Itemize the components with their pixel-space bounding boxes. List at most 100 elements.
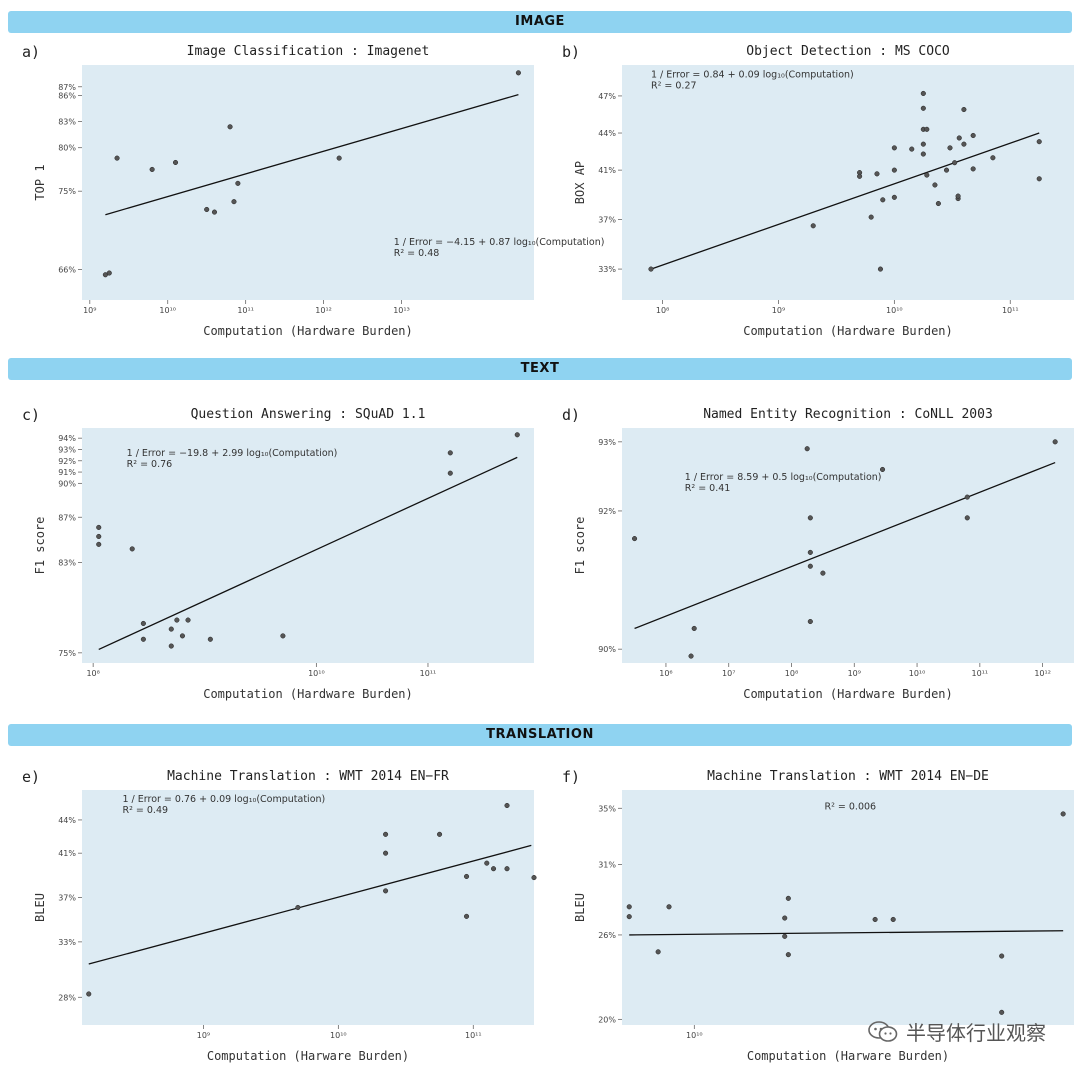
data-point	[924, 172, 930, 178]
y-tick-label: 37%	[58, 894, 76, 903]
fit-line	[629, 930, 1064, 936]
x-tick-label: 10¹²	[1034, 669, 1051, 678]
data-point	[956, 135, 962, 141]
section-title-translation: TRANSLATION	[486, 727, 594, 742]
y-tick-label: 26%	[598, 931, 616, 940]
x-tick-label: 10¹⁰	[886, 306, 903, 315]
data-point	[785, 895, 791, 901]
fit-annotation: R² = 0.27	[651, 80, 697, 91]
y-tick-label: 86%	[58, 91, 76, 100]
data-point	[490, 866, 497, 872]
y-tick-label: 92%	[598, 507, 616, 516]
x-tick-label: 10¹²	[315, 306, 332, 315]
data-point	[655, 949, 661, 955]
data-point	[785, 952, 791, 958]
fit-annotation: R² = 0.48	[394, 248, 440, 259]
data-point	[877, 266, 884, 272]
y-tick-label: 66%	[58, 266, 76, 275]
y-axis-label: F1 score	[573, 517, 587, 575]
plot-area	[622, 65, 1074, 300]
y-tick-label: 75%	[58, 649, 76, 658]
data-point	[172, 159, 179, 166]
y-tick-label: 75%	[58, 187, 76, 196]
panel-letter: c)	[22, 406, 40, 424]
data-point	[168, 626, 174, 632]
data-point	[648, 266, 654, 272]
data-point	[231, 199, 237, 205]
data-point	[531, 875, 537, 881]
data-point	[504, 866, 510, 872]
y-tick-label: 83%	[58, 118, 76, 127]
data-point	[86, 991, 92, 997]
y-tick-label: 44%	[58, 816, 76, 825]
section-band-translation: TRANSLATION	[8, 724, 1072, 746]
data-point	[880, 197, 886, 203]
y-tick-label: 87%	[58, 513, 76, 522]
chart-d: d) Named Entity Recognition : CoNLL 2003 9…	[562, 406, 1074, 701]
x-tick-label: 10⁸	[785, 669, 798, 678]
data-point	[810, 223, 816, 229]
data-point	[1036, 176, 1042, 182]
x-axis-label: Computation (Harware Burden)	[207, 1049, 409, 1063]
x-axis-label: Computation (Harware Burden)	[747, 1049, 949, 1063]
data-point	[96, 524, 102, 530]
data-point	[688, 653, 694, 659]
wechat-icon	[868, 1020, 898, 1042]
chart-title: Machine Translation : WMT 2014 EN−DE	[707, 769, 989, 784]
data-point	[782, 933, 788, 939]
data-point	[964, 494, 970, 500]
data-point	[666, 904, 672, 910]
watermark-text: 半导体行业观察	[906, 1021, 1046, 1045]
chart-e: e) Machine Translation : WMT 2014 EN−FR 28…	[22, 768, 537, 1063]
x-tick-label: 10¹¹	[465, 1031, 482, 1040]
fit-annotation: R² = 0.006	[824, 802, 876, 813]
data-point	[879, 466, 886, 473]
data-point	[227, 124, 233, 130]
fit-line	[650, 132, 1040, 270]
x-axis-label: Computation (Hardware Burden)	[203, 687, 413, 701]
data-point	[947, 145, 953, 151]
y-tick-label: 90%	[598, 645, 616, 654]
fit-line	[88, 844, 532, 965]
fit-annotation: 1 / Error = −19.8 + 2.99 log₁₀(Computati…	[127, 448, 338, 459]
y-axis-label: BOX AP	[573, 161, 587, 204]
data-point	[1036, 139, 1042, 145]
data-point	[463, 913, 470, 919]
x-tick-label: 10¹⁰	[686, 1031, 703, 1040]
section-band-image: IMAGE	[8, 11, 1072, 33]
data-point	[920, 90, 926, 96]
data-point	[961, 141, 967, 147]
data-point	[920, 151, 926, 157]
data-point	[952, 160, 958, 166]
y-tick-label: 87%	[58, 83, 76, 92]
data-point	[1060, 811, 1066, 817]
y-axis-label: BLEU	[33, 893, 47, 922]
y-axis-label: F1 score	[33, 517, 47, 575]
plot-area	[82, 65, 534, 300]
x-tick-label: 10⁸	[656, 306, 669, 315]
fit-line	[634, 461, 1056, 630]
data-point	[211, 209, 218, 215]
data-point	[179, 633, 185, 639]
data-point	[782, 915, 788, 921]
data-point	[924, 126, 930, 132]
y-tick-label: 44%	[598, 129, 616, 138]
data-point	[961, 106, 967, 113]
x-tick-label: 10¹³	[393, 306, 410, 315]
data-point	[807, 515, 813, 521]
data-point	[999, 1009, 1005, 1015]
panel-letter: d)	[562, 406, 580, 424]
data-point	[140, 620, 146, 627]
data-point	[891, 167, 897, 173]
y-tick-label: 83%	[58, 558, 76, 567]
data-point	[891, 145, 897, 151]
data-point	[891, 194, 897, 200]
data-point	[1052, 439, 1058, 445]
data-point	[207, 636, 213, 642]
data-point	[235, 180, 241, 186]
panel-letter: f)	[562, 768, 580, 786]
chart-c: c) Question Answering : SQuAD 1.1 75% 83% 87…	[22, 406, 534, 701]
data-point	[96, 533, 102, 540]
data-point	[129, 546, 135, 552]
data-point	[149, 166, 155, 172]
